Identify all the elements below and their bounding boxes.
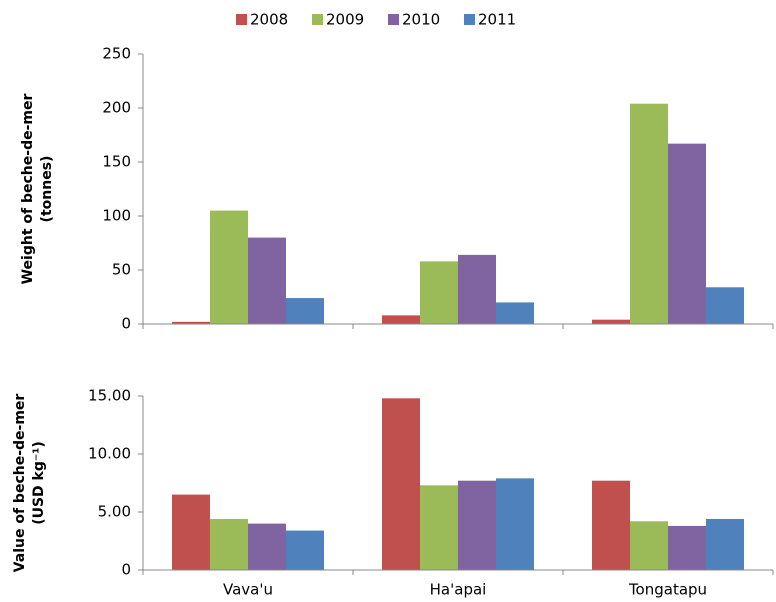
bar [496,302,534,324]
bar [248,523,286,570]
bar [458,480,496,570]
bar [592,480,630,570]
bar [382,315,420,324]
bar [592,319,630,324]
bar [210,210,248,324]
bar [668,143,706,324]
legend-swatch [312,14,323,25]
legend-label: 2008 [250,11,288,29]
bar [630,521,668,570]
bar [172,494,210,570]
y-tick-label: 10.00 [88,445,131,463]
y-tick-label: 150 [102,153,131,171]
bar [420,485,458,570]
x-tick-label: Vava'u [223,581,273,599]
x-tick-label: Ha'apai [430,581,487,599]
y-axis-label: Value of beche-de-mer [12,394,28,573]
x-tick-label: Tongatapu [628,581,707,599]
bar [630,103,668,325]
y-tick-label: 5.00 [98,503,131,521]
y-tick-label: 0 [121,315,131,333]
legend-label: 2011 [478,11,516,29]
bar [706,287,744,324]
bar [210,518,248,570]
bar [382,398,420,570]
bar [286,298,324,324]
legend-label: 2010 [402,11,440,29]
y-tick-label: 15.00 [88,387,131,405]
y-axis-label: (tonnes) [39,156,55,223]
bar [420,261,458,324]
y-axis-label: Weight of beche-de-mer [20,94,36,285]
y-tick-label: 50 [112,261,131,279]
legend-swatch [388,14,399,25]
bar [706,518,744,570]
y-tick-label: 0 [121,561,131,579]
y-tick-label: 250 [102,45,131,63]
legend-swatch [236,14,247,25]
y-tick-label: 200 [102,99,131,117]
legend-swatch [464,14,475,25]
bar [458,254,496,324]
y-axis-label: (USD kg⁻¹) [31,441,47,525]
y-tick-label: 100 [102,207,131,225]
legend-label: 2009 [326,11,364,29]
bar [172,321,210,324]
bar [286,530,324,570]
bar [496,478,534,570]
bar [248,237,286,324]
bar [668,525,706,570]
